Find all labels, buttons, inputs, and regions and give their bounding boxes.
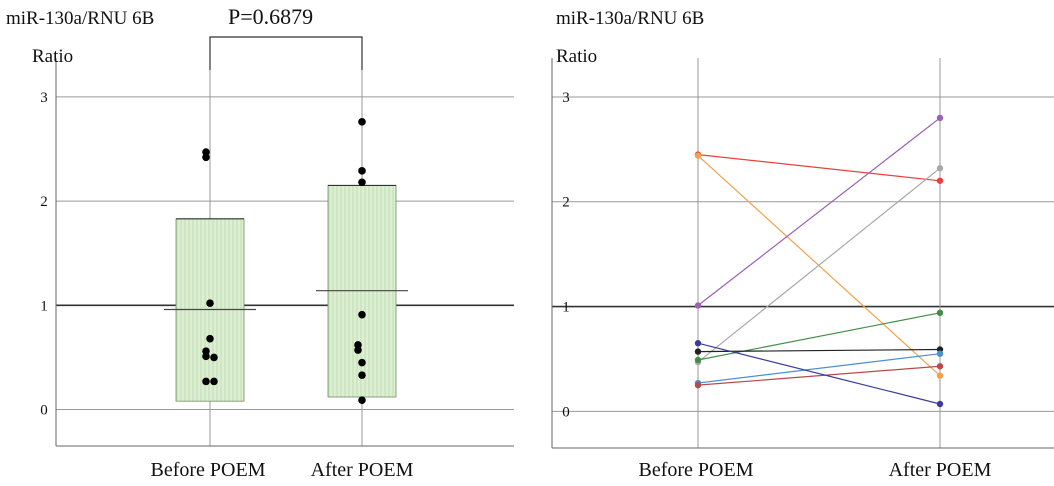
significance-bracket [209, 36, 363, 70]
series-point-before [694, 356, 702, 364]
series-point-after [936, 177, 944, 184]
data-point [202, 153, 210, 162]
series-point-after [936, 372, 944, 379]
series-line [697, 365, 941, 386]
series-point-before [694, 302, 702, 309]
series-line [697, 342, 941, 405]
series-point-before [694, 348, 702, 355]
data-point [202, 148, 210, 156]
series-line [697, 153, 941, 182]
series-point-after [936, 363, 944, 370]
right-paired-line-chart: 0 1 2 3 miR-130a/RNU 6B Ratio Before POEM After… [551, 8, 1054, 481]
data-point [358, 371, 366, 379]
series-line [697, 348, 941, 353]
series-point-after [936, 400, 944, 408]
series-point-before [694, 152, 702, 159]
data-point [358, 118, 366, 126]
series-line [697, 167, 941, 363]
data-point [358, 310, 366, 319]
y-tick-label: 3 [40, 90, 48, 106]
data-point [210, 377, 218, 386]
y-tick-label: 1 [40, 298, 48, 314]
x-category-label: Before POEM [151, 459, 266, 481]
y-axis-label: Ratio [32, 46, 73, 67]
left-box-dot-chart: 0 1 2 3 miR-130a/RNU 6B Ratio Before POEM After… [6, 4, 514, 481]
y-axis-label: Ratio [556, 46, 597, 67]
series-line [697, 117, 941, 306]
x-category-label: Before POEM [639, 459, 754, 481]
y-tick-label: 1 [562, 300, 570, 316]
series-point-after [936, 309, 944, 317]
series-point-after [936, 350, 944, 357]
data-point [206, 334, 214, 343]
data-point [358, 178, 366, 187]
y-tick-label: 0 [40, 403, 48, 419]
y-tick-label: 3 [562, 90, 570, 106]
y-tick-label: 2 [40, 194, 48, 210]
series-point-before [694, 381, 702, 389]
data-point [354, 341, 362, 349]
data-point [202, 377, 210, 386]
p-value-annotation: P=0.6879 [228, 4, 313, 29]
chart-title: miR-130a/RNU 6B [556, 8, 704, 29]
data-point [354, 346, 362, 354]
chart-title: miR-130a/RNU 6B [6, 8, 154, 29]
series-point-after [936, 165, 944, 172]
y-tick-label: 2 [562, 195, 570, 211]
data-point [202, 352, 210, 361]
data-point [358, 167, 366, 175]
data-point [358, 396, 366, 404]
x-category-label: After POEM [889, 459, 992, 481]
x-category-label: After POEM [311, 459, 414, 481]
series-point-before [694, 340, 702, 347]
series-line [697, 312, 941, 361]
data-point [210, 353, 218, 362]
series-line [697, 353, 941, 384]
data-point [358, 358, 366, 367]
y-tick-label: 0 [562, 404, 570, 420]
data-point [206, 299, 214, 308]
data-point [202, 347, 210, 355]
series-point-after [936, 114, 944, 122]
